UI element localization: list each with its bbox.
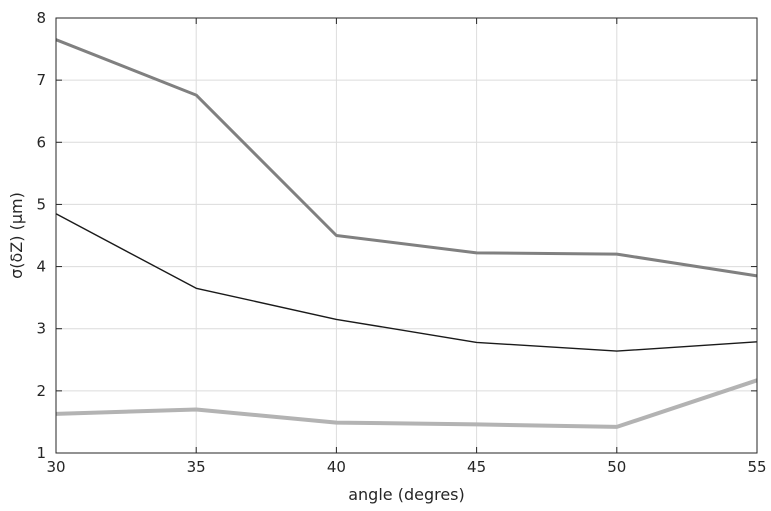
series-line-2	[55, 213, 758, 352]
y-tick-label: 4	[36, 258, 46, 276]
x-axis-label: angle (degres)	[348, 485, 465, 504]
x-tick-label: 30	[46, 458, 65, 476]
x-tick-label: 40	[327, 458, 346, 476]
y-tick-label: 6	[36, 133, 46, 151]
x-tick-label: 45	[467, 458, 486, 476]
y-tick-label: 2	[36, 382, 46, 400]
y-tick-label: 5	[36, 195, 46, 213]
plot-area-frame	[55, 17, 758, 454]
x-tick-label: 55	[747, 458, 766, 476]
grid	[55, 17, 758, 454]
series-lines	[55, 38, 758, 429]
x-tick-label: 50	[607, 458, 626, 476]
y-axis-label: σ(δZ) (μm)	[7, 192, 26, 279]
x-tick-label: 35	[187, 458, 206, 476]
y-tick-label: 1	[36, 444, 46, 462]
y-tick-label: 7	[36, 71, 46, 89]
axis-ticks	[55, 17, 758, 454]
series-line-1	[55, 38, 758, 278]
series-line-3	[55, 378, 758, 429]
y-tick-label: 8	[36, 9, 46, 27]
y-tick-label: 3	[36, 320, 46, 338]
